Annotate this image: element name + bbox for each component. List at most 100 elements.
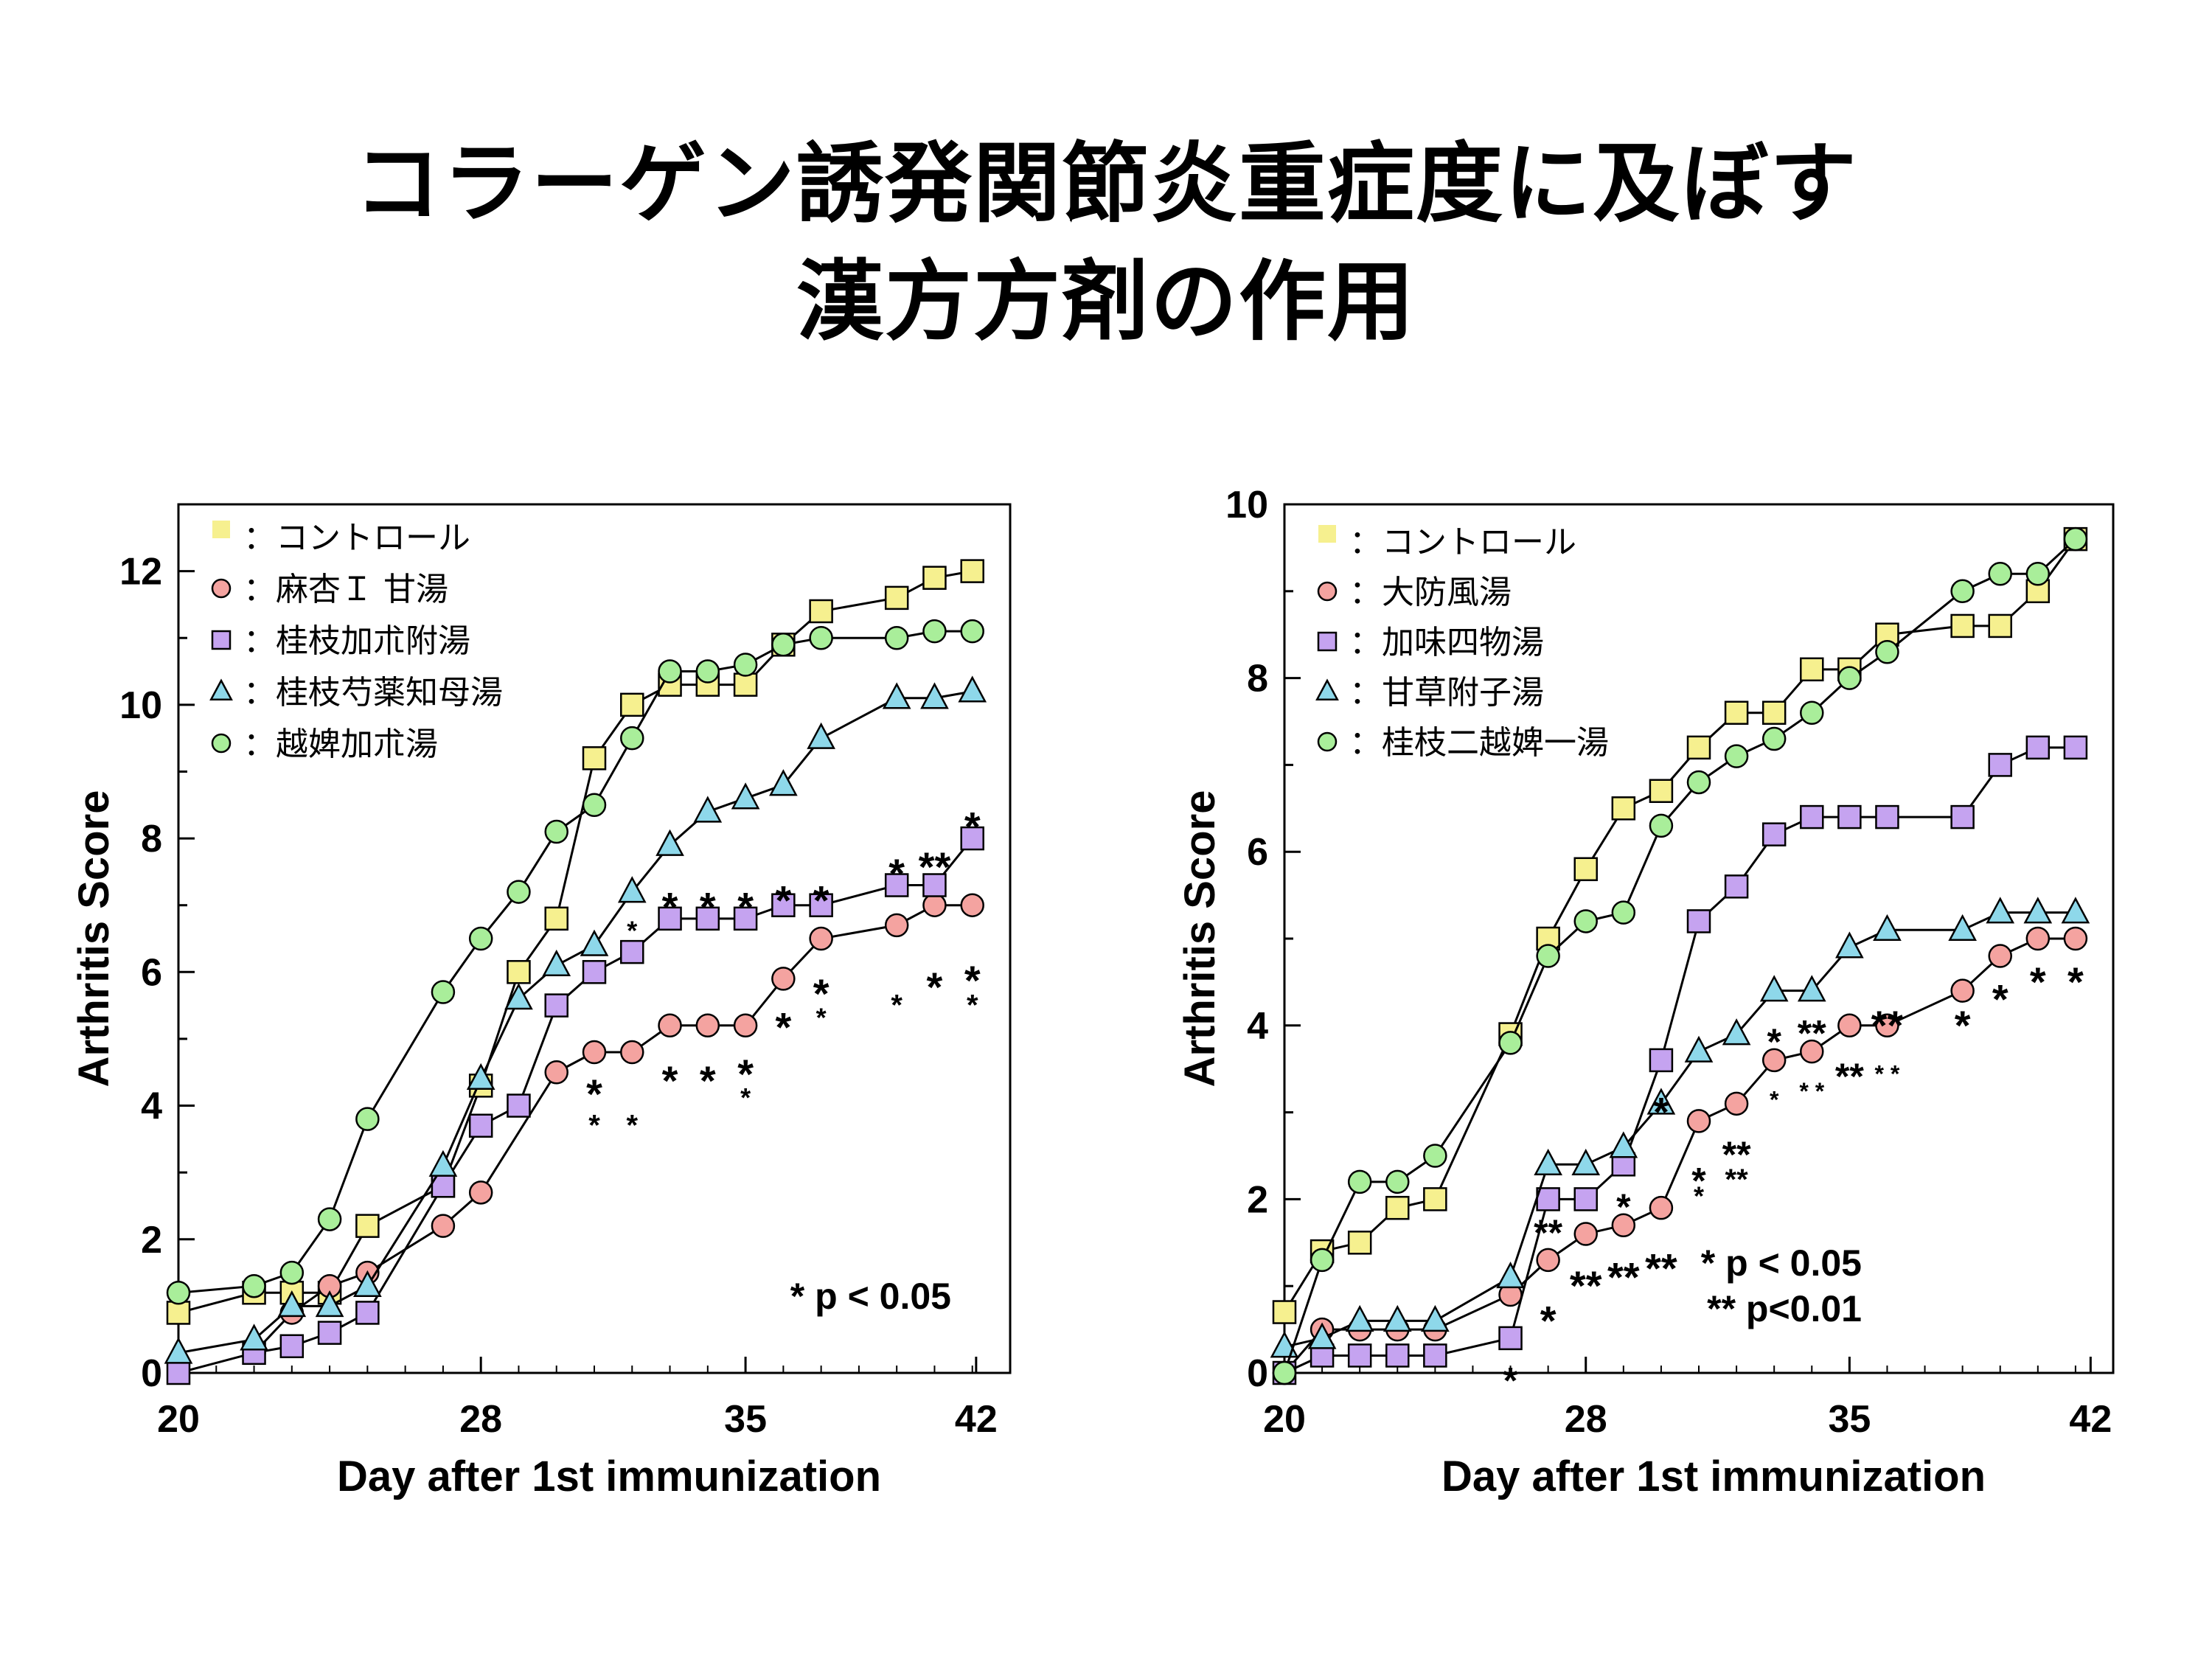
x-tick-label: 20 <box>157 1398 200 1441</box>
data-point <box>355 1107 380 1131</box>
data-point <box>1875 804 1899 830</box>
series-4 <box>164 675 987 1364</box>
data-point <box>1385 1343 1410 1368</box>
data-point <box>695 659 720 684</box>
significance-marker: * <box>586 1071 602 1117</box>
data-point <box>242 1273 266 1298</box>
data-point <box>882 682 911 709</box>
data-point <box>166 1301 191 1325</box>
data-point <box>960 826 984 851</box>
significance-marker: * <box>964 804 981 850</box>
significance-marker: * <box>813 877 830 923</box>
series-line <box>1283 538 2076 1374</box>
significance-marker: * <box>1694 1180 1704 1211</box>
data-point <box>544 1060 568 1085</box>
data-point <box>1950 613 1975 639</box>
data-point <box>1950 978 1975 1003</box>
data-point <box>1686 770 1711 795</box>
y-tick-label: 4 <box>141 1085 162 1128</box>
significance-marker: * <box>816 1002 827 1032</box>
significance-marker: ** <box>1835 1056 1864 1097</box>
y-tick-label: 4 <box>1247 1005 1268 1048</box>
significance-marker: ** <box>1607 1253 1640 1300</box>
data-point <box>1724 700 1749 725</box>
legend-swatch <box>1318 525 1336 543</box>
data-point <box>1950 804 1975 830</box>
data-point <box>240 1324 268 1351</box>
data-point <box>733 653 758 677</box>
data-point <box>353 1270 382 1297</box>
data-point <box>468 1180 493 1205</box>
data-point <box>1649 779 1674 803</box>
data-point <box>960 619 984 644</box>
data-point <box>166 1360 191 1385</box>
series-3 <box>1272 735 2088 1385</box>
legend-swatch <box>212 521 230 538</box>
y-tick-label: 6 <box>1247 831 1268 874</box>
data-point <box>1423 1144 1447 1168</box>
y-tick-label: 8 <box>1247 658 1268 700</box>
data-point <box>958 675 987 703</box>
data-point <box>1988 561 2012 586</box>
data-point <box>1988 613 2012 639</box>
y-tick-label: 8 <box>141 818 162 860</box>
data-point <box>620 1040 644 1065</box>
data-point <box>1948 914 1977 941</box>
series-4 <box>1270 897 2090 1358</box>
x-tick-label: 42 <box>955 1398 998 1441</box>
data-point <box>1496 1262 1525 1289</box>
data-point <box>922 873 947 897</box>
data-point <box>809 893 833 917</box>
data-point <box>1724 1091 1749 1116</box>
data-point <box>1761 700 1787 725</box>
significance-marker: * <box>891 990 902 1022</box>
significance-note: * p < 0.05 <box>790 1276 951 1317</box>
legend-label: ：加味四物湯 <box>1349 624 1544 661</box>
page-title-line2: 漢方方剤の作用 <box>796 251 1416 352</box>
legend-marker <box>209 678 233 701</box>
data-point <box>1498 1031 1523 1055</box>
y-tick-label: 10 <box>1225 484 1268 526</box>
significance-marker: * <box>2030 959 2046 1005</box>
data-point <box>1534 1148 1562 1176</box>
data-point <box>1347 1343 1372 1368</box>
significance-marker: ** <box>1570 1262 1602 1309</box>
legend-marker <box>1317 731 1338 752</box>
data-point <box>1724 874 1749 899</box>
data-point <box>809 926 833 951</box>
y-axis-label: Arthritis Score <box>70 790 118 1088</box>
significance-marker: * <box>1955 1002 1971 1048</box>
data-point <box>1684 1035 1714 1062</box>
data-point <box>1536 926 1560 951</box>
data-point <box>582 1040 607 1065</box>
data-point <box>1875 1013 1899 1038</box>
x-tick-label: 42 <box>2069 1398 2112 1441</box>
data-point <box>771 893 796 917</box>
data-point <box>166 1281 191 1305</box>
data-point <box>279 1260 305 1285</box>
significance-marker: * * <box>1799 1078 1824 1105</box>
data-point <box>733 1013 758 1038</box>
data-point <box>542 949 571 976</box>
data-point <box>695 906 720 931</box>
data-point <box>960 893 984 917</box>
data-point <box>507 1093 531 1118</box>
data-point <box>2063 735 2088 760</box>
data-point <box>315 1290 344 1318</box>
data-point <box>884 625 909 650</box>
data-point <box>2025 735 2051 760</box>
significance-marker: * <box>775 877 791 923</box>
x-tick-label: 35 <box>724 1398 767 1441</box>
data-point <box>1800 1039 1824 1064</box>
series-line <box>1284 911 2076 1349</box>
x-tick-label: 20 <box>1263 1398 1306 1441</box>
legend-label: ：桂枝二越婢一湯 <box>1349 724 1609 762</box>
data-point <box>580 929 609 956</box>
significance-marker: * <box>1767 1021 1781 1062</box>
legend-label: ：甘草附子湯 <box>1349 674 1544 712</box>
significance-marker: * <box>626 1110 638 1142</box>
data-point <box>620 692 644 717</box>
significance-marker: * <box>737 1051 754 1097</box>
significance-marker: * <box>662 1057 678 1104</box>
